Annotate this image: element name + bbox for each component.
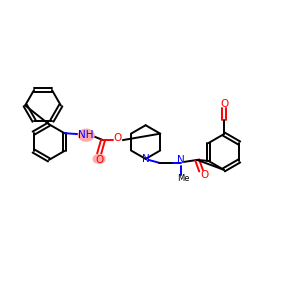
Text: Me: Me [177, 174, 190, 183]
Ellipse shape [93, 154, 105, 164]
Text: N: N [177, 155, 185, 165]
Text: O: O [95, 155, 103, 165]
Text: N: N [142, 154, 149, 164]
Text: O: O [200, 170, 208, 180]
Text: O: O [114, 133, 122, 143]
Ellipse shape [78, 129, 94, 141]
Text: NH: NH [78, 130, 94, 140]
Text: O: O [221, 99, 229, 110]
